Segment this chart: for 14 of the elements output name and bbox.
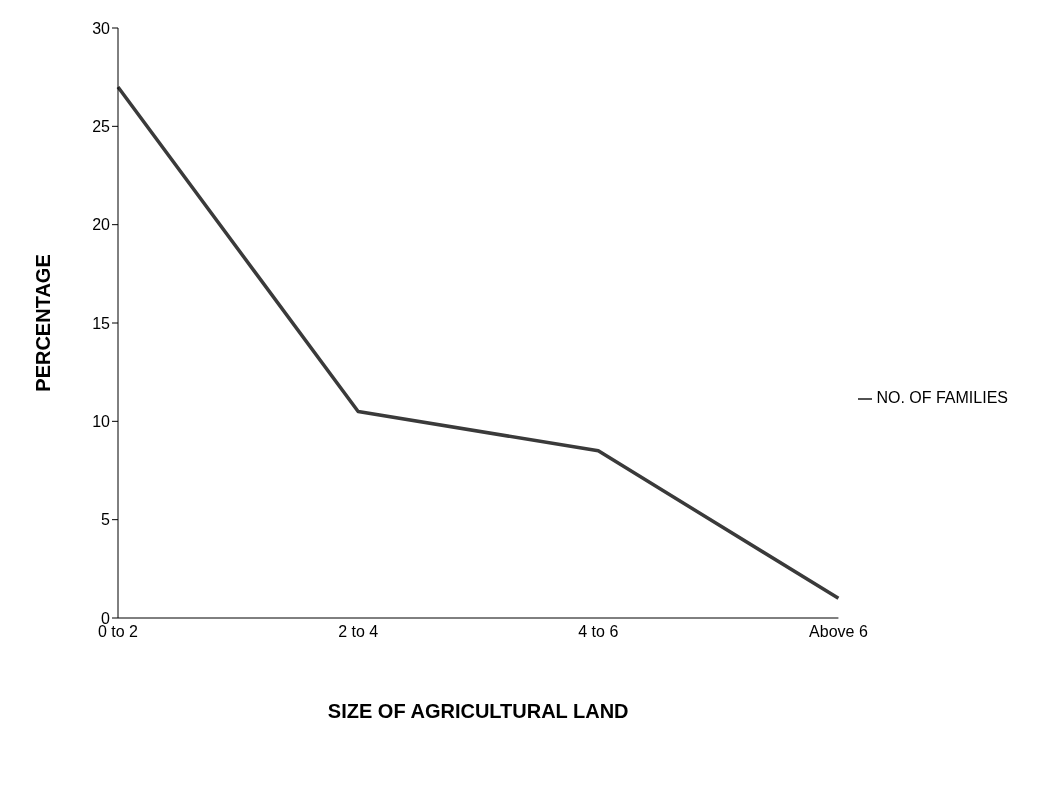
x-tick-label: 0 to 2 xyxy=(97,623,139,641)
x-tick-label: 4 to 6 xyxy=(578,623,619,641)
line-series xyxy=(116,85,841,601)
y-axis-title: PERCENTAGE xyxy=(32,254,55,392)
x-axis-title: SIZE OF AGRICULTURAL LAND xyxy=(327,700,629,722)
x-tick-label: Above 6 xyxy=(809,623,868,641)
legend-label: NO. OF FAMILIES xyxy=(876,389,1008,406)
y-tick-label: 20 xyxy=(92,216,111,234)
y-tick-label: 10 xyxy=(92,413,111,431)
x-tick-label: 2 to 4 xyxy=(338,623,379,641)
y-tick-label: 25 xyxy=(92,118,111,136)
y-tick-label: 30 xyxy=(92,19,111,37)
y-tick-label: 5 xyxy=(101,511,111,529)
y-tick-label: 15 xyxy=(92,314,111,332)
